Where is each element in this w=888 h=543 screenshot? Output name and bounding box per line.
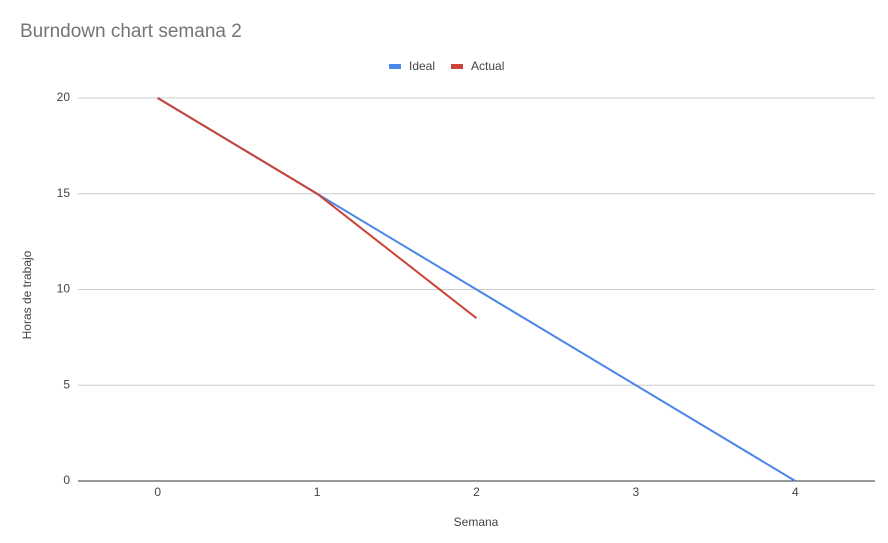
chart-title: Burndown chart semana 2 bbox=[20, 21, 242, 42]
y-tick-label: 0 bbox=[63, 473, 70, 487]
y-tick-label: 20 bbox=[57, 90, 71, 104]
x-tick-label: 1 bbox=[314, 485, 321, 499]
x-axis-label: Semana bbox=[454, 515, 499, 529]
x-tick-label: 3 bbox=[633, 485, 640, 499]
line-series bbox=[157, 97, 478, 320]
y-tick-label: 5 bbox=[63, 377, 70, 391]
y-axis-label: Horas de trabajo bbox=[20, 250, 34, 339]
x-tick-label: 4 bbox=[792, 485, 799, 499]
legend-label: Actual bbox=[471, 59, 504, 73]
legend-label: Ideal bbox=[409, 59, 435, 73]
y-tick-label: 10 bbox=[57, 282, 71, 296]
legend-swatch bbox=[389, 64, 401, 69]
x-tick-label: 2 bbox=[473, 485, 480, 499]
x-tick-label: 0 bbox=[154, 485, 161, 499]
legend-swatch bbox=[451, 64, 464, 69]
y-tick-label: 15 bbox=[57, 186, 71, 200]
